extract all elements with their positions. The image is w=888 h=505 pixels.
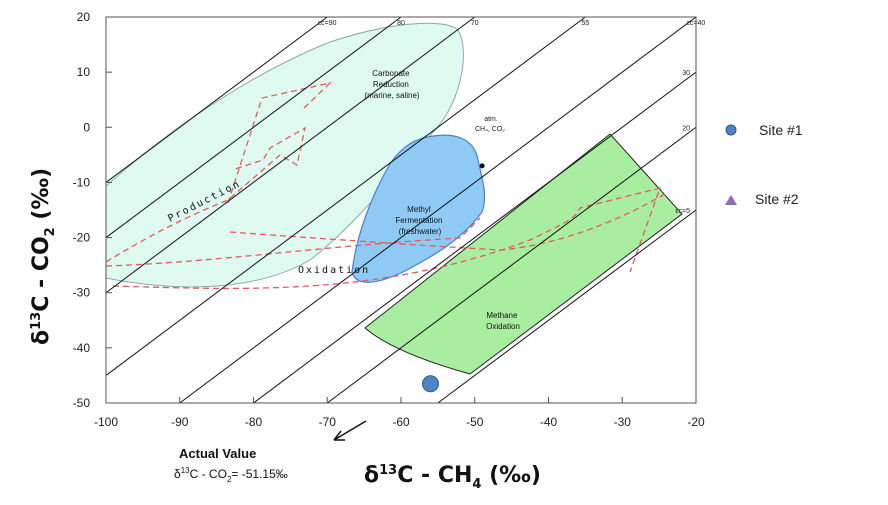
isotope-line-label: εc=90 bbox=[318, 20, 337, 27]
y-axis-title: δ13C - CO2 (‰) bbox=[29, 168, 58, 345]
isotope-line-label: 80 bbox=[397, 20, 405, 27]
isotope-line bbox=[105, 16, 476, 294]
isotope-line-label: 20 bbox=[682, 125, 690, 132]
isotope-line-label: εc=5 bbox=[675, 208, 690, 215]
isotope-line bbox=[253, 71, 697, 404]
y-tick-label: 10 bbox=[77, 65, 91, 79]
legend-site1-label: Site #1 bbox=[759, 122, 803, 138]
y-tick-label: 0 bbox=[83, 120, 90, 134]
legend-site2-marker bbox=[725, 195, 737, 205]
x-axis-ticks: -100 -90 -80 -70 -60 -50 -40 -30 -20 bbox=[94, 397, 705, 429]
atm-label-line-1: atm. bbox=[484, 116, 498, 123]
x-tick-label: -100 bbox=[94, 415, 118, 429]
oxidation-arrow bbox=[112, 187, 666, 290]
methyl-label-line-2: Fermentation bbox=[395, 216, 442, 225]
methyl-label: Methyl Fermentation (freshwater) bbox=[395, 205, 444, 236]
y-tick-label: -20 bbox=[73, 231, 91, 245]
x-tick-label: -60 bbox=[392, 415, 410, 429]
x-tick-label: -40 bbox=[540, 415, 558, 429]
isotope-line bbox=[105, 16, 586, 376]
atm-label-line-2: CH₄, CO₂ bbox=[475, 126, 505, 133]
oxidation-label: Oxidation bbox=[298, 265, 370, 276]
actual-value-text: δ13C - CO2= -51.15‰ bbox=[174, 466, 288, 484]
methane-oxidation-region bbox=[364, 133, 683, 375]
atm-label: atm. CH₄, CO₂ bbox=[475, 116, 505, 133]
production-arrow bbox=[106, 81, 481, 267]
isotope-line-label: 55 bbox=[581, 20, 589, 27]
isotope-line bbox=[179, 16, 697, 404]
legend-site1-marker bbox=[725, 124, 737, 136]
y-tick-label: -30 bbox=[73, 286, 91, 300]
site1-point bbox=[422, 375, 439, 393]
annotation-arrow bbox=[333, 420, 367, 441]
isotope-line bbox=[105, 16, 402, 238]
carbonate-label: Carbonate Reduction (marine, saline) bbox=[364, 69, 419, 100]
y-tick-label: -50 bbox=[73, 396, 91, 410]
carbonate-label-line-2: Reduction bbox=[373, 80, 409, 89]
oxidation-region-line-1: Methane bbox=[486, 311, 518, 320]
x-tick-label: -90 bbox=[171, 415, 189, 429]
x-tick-label: -70 bbox=[319, 415, 337, 429]
isotope-line bbox=[437, 209, 697, 404]
carbonate-reduction-region bbox=[106, 22, 464, 288]
carbonate-label-line-1: Carbonate bbox=[372, 69, 410, 78]
y-tick-label: -10 bbox=[73, 175, 91, 189]
actual-value-title: Actual Value bbox=[179, 446, 256, 461]
methyl-fermentation-region bbox=[351, 134, 486, 283]
isotope-line bbox=[326, 126, 697, 404]
x-tick-label: -20 bbox=[687, 415, 705, 429]
methyl-label-line-1: Methyl bbox=[407, 205, 431, 214]
oxidation-region-label: Methane Oxidation bbox=[486, 311, 520, 331]
y-axis-ticks: 20 10 0 -10 -20 -30 -40 -50 bbox=[73, 10, 112, 410]
isotope-line bbox=[105, 16, 328, 183]
x-tick-label: -50 bbox=[466, 415, 484, 429]
x-tick-label: -30 bbox=[614, 415, 632, 429]
x-tick-label: -80 bbox=[245, 415, 263, 429]
x-axis-title: δ13C - CH4 (‰) bbox=[364, 463, 541, 492]
y-tick-label: -40 bbox=[73, 341, 91, 355]
carbonate-label-line-3: (marine, saline) bbox=[364, 91, 419, 100]
legend-site2-label: Site #2 bbox=[755, 191, 799, 207]
isotope-line-label: 70 bbox=[471, 20, 479, 27]
oxidation-region-line-2: Oxidation bbox=[486, 322, 520, 331]
data-points bbox=[422, 375, 439, 393]
y-tick-label: 20 bbox=[77, 10, 91, 24]
isotope-line-label: 30 bbox=[682, 70, 690, 77]
methyl-label-line-3: (freshwater) bbox=[399, 227, 442, 236]
legend: Site #1 Site #2 bbox=[725, 122, 803, 207]
atm-point bbox=[479, 163, 485, 169]
